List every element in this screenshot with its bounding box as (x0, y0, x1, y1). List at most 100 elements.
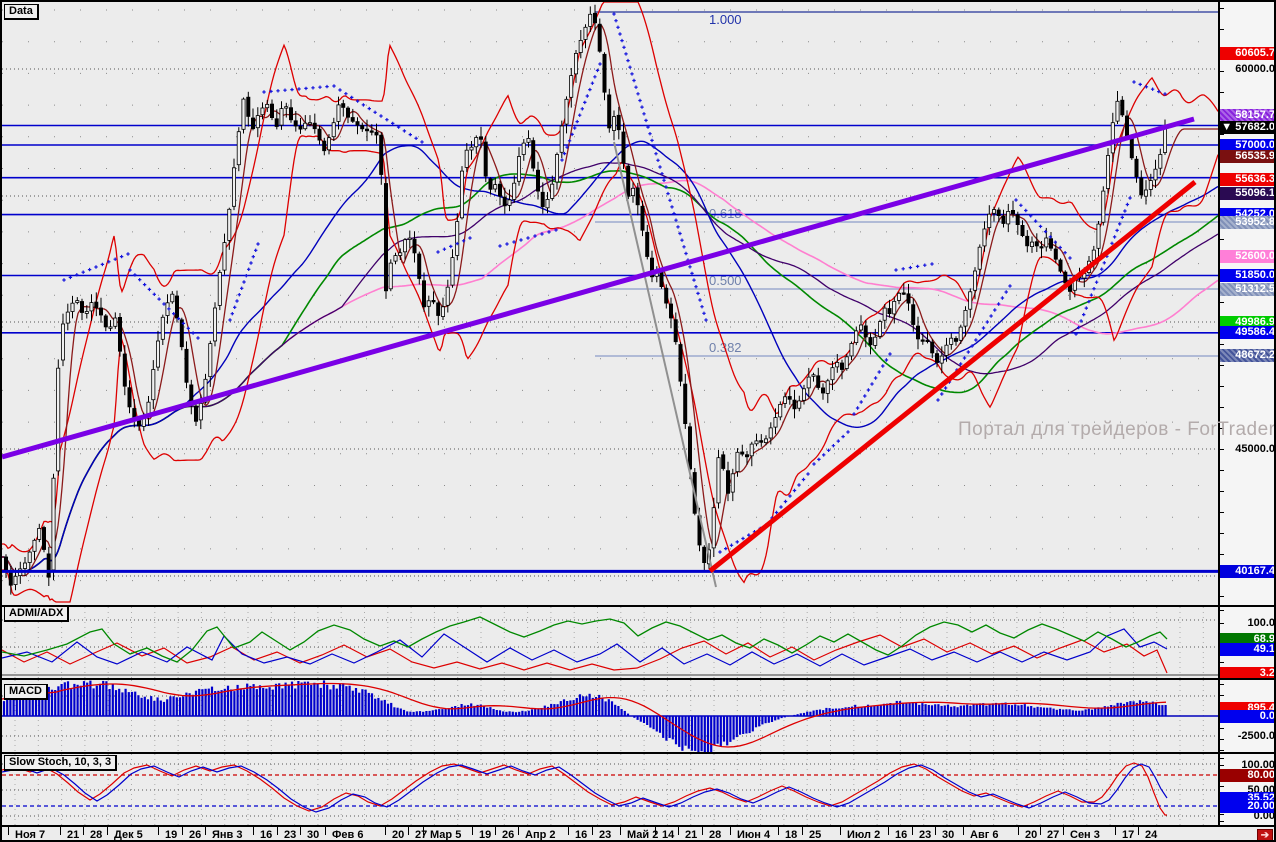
svg-text:1.000: 1.000 (709, 12, 742, 27)
date-tick (592, 827, 593, 835)
tab-stoch[interactable]: Slow Stoch, 10, 3, 3 (4, 755, 118, 771)
date-tick (1115, 827, 1116, 835)
axis-tick (1220, 365, 1224, 366)
date-label: 16 (575, 829, 588, 841)
adx-panel[interactable] (2, 607, 1218, 678)
date-tick (620, 827, 621, 835)
date-tick (702, 827, 703, 835)
date-label: 30 (307, 829, 320, 841)
macd-panel[interactable] (2, 680, 1218, 752)
axis-tick (1220, 8, 1224, 9)
price-axis[interactable]: 60000.0 45000.0 100.0 -2500.0 100.00 50.00 0.0… (1218, 2, 1275, 825)
date-tick (205, 827, 206, 835)
date-label: 27 (415, 829, 428, 841)
date-label: 25 (809, 829, 822, 841)
price-badge: ▼ 57682.0 (1220, 121, 1274, 134)
date-label: 23 (284, 829, 297, 841)
price-badge: 49586.4 (1220, 326, 1274, 339)
price-badge: 57000.0 (1220, 139, 1274, 152)
date-tick (963, 827, 964, 835)
date-label: 17 (1122, 829, 1135, 841)
date-tick (253, 827, 254, 835)
axis-label: 60000.0 (1235, 63, 1275, 75)
date-label: 21 (685, 829, 698, 841)
axis-tick (1220, 428, 1224, 429)
axis-tick (1220, 533, 1224, 534)
date-tick (472, 827, 473, 835)
date-tick (8, 827, 9, 835)
price-badge: 40167.4 (1220, 565, 1274, 578)
date-label: Янв 3 (212, 829, 243, 841)
date-label: 28 (709, 829, 722, 841)
date-tick (778, 827, 779, 835)
date-tick (277, 827, 278, 835)
indicator-value-badge: 20.00 (1220, 800, 1274, 813)
indicator-value-badge: 68.9 (1220, 633, 1274, 646)
date-tick (678, 827, 679, 835)
price-badge: 48672.2 (1220, 349, 1274, 362)
axis-tick (1220, 821, 1224, 822)
date-tick (300, 827, 301, 835)
date-label: 26 (189, 829, 202, 841)
stoch-panel[interactable] (2, 754, 1218, 825)
tab-adx[interactable]: ADMI/ADX (4, 606, 70, 622)
price-badge: 56535.9 (1220, 150, 1274, 163)
panel-separator (2, 605, 1274, 607)
date-tick (423, 827, 424, 835)
date-tick (385, 827, 386, 835)
date-tick (107, 827, 108, 835)
axis-tick (1220, 29, 1224, 30)
date-tick (182, 827, 183, 835)
tab-macd[interactable]: MACD (4, 684, 48, 700)
date-tick (518, 827, 519, 835)
axis-tick (1220, 765, 1224, 766)
axis-tick (1220, 92, 1224, 93)
date-tick (1018, 827, 1019, 835)
axis-tick (1220, 512, 1224, 513)
axis-label: 45000.0 (1235, 443, 1275, 455)
date-axis[interactable]: Ноя 7 21 28 Дек 5 19 26 Янв 3 16 23 30 Фев 6 20 27 Ма… (2, 827, 1274, 841)
panel-separator (2, 752, 1274, 754)
axis-tick (1220, 134, 1224, 135)
price-badge: 53952.8 (1220, 216, 1274, 229)
price-badge: 55096.1 (1220, 187, 1274, 200)
price-badge: 51312.5 (1220, 283, 1274, 296)
axis-tick (1220, 814, 1224, 815)
axis-tick (1220, 71, 1224, 72)
date-tick (912, 827, 913, 835)
date-label: Мар 5 (430, 829, 462, 841)
axis-tick (1220, 386, 1224, 387)
date-label: Дек 5 (114, 829, 143, 841)
date-tick (495, 827, 496, 835)
date-tick (408, 827, 409, 835)
axis-tick (1220, 302, 1224, 303)
date-label: Ноя 7 (15, 829, 46, 841)
axis-tick (1220, 695, 1224, 696)
date-tick (655, 827, 656, 835)
axis-tick (1220, 623, 1224, 624)
panel-separator (2, 678, 1274, 680)
main-price-chart[interactable]: 1.000 0.618 0.500 0.382 (2, 2, 1218, 605)
date-label: 20 (1025, 829, 1038, 841)
date-tick (568, 827, 569, 835)
axis-tick (1220, 407, 1224, 408)
axis-tick (1220, 662, 1224, 663)
indicator-value-badge: 49.1 (1220, 643, 1274, 656)
date-tick (158, 827, 159, 835)
date-tick (730, 827, 731, 835)
date-tick (888, 827, 889, 835)
date-label: 23 (919, 829, 932, 841)
date-tick (935, 827, 936, 835)
date-label: Сен 3 (1070, 829, 1100, 841)
indicator-value-badge: 0.0 (1220, 710, 1274, 723)
svg-text:0.618: 0.618 (709, 206, 742, 221)
date-tick (1040, 827, 1041, 835)
date-label: 26 (502, 829, 515, 841)
scroll-right-button[interactable]: ➔ (1257, 829, 1273, 840)
date-label: 21 (67, 829, 80, 841)
price-badge: 51850.0 (1220, 269, 1274, 282)
tab-data[interactable]: Data (4, 4, 39, 20)
date-label: Июл 2 (847, 829, 881, 841)
axis-tick (1220, 596, 1224, 597)
